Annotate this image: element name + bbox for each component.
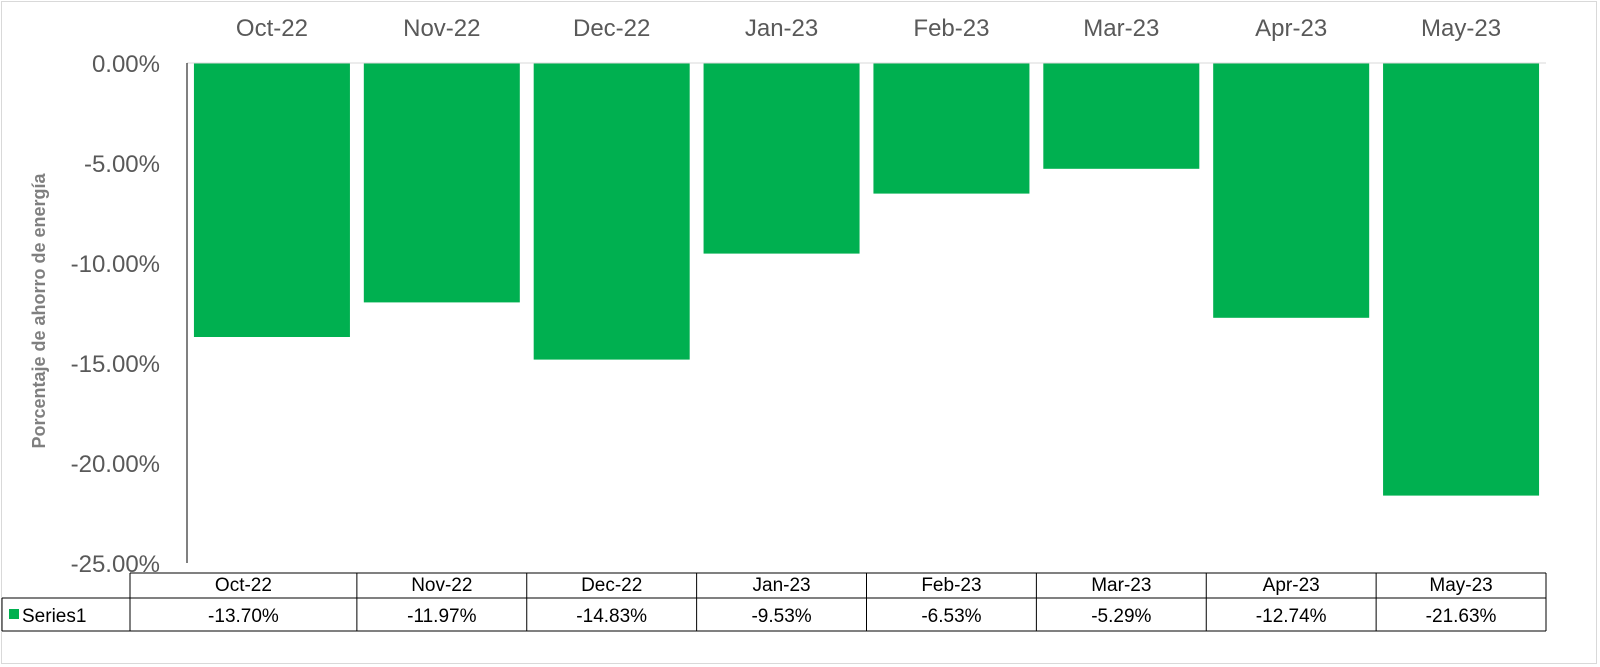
table-header-cell: May-23	[1429, 575, 1492, 596]
data-table: Oct-22 Nov-22 Dec-22 Jan-23 Feb-23 Mar-23 Apr-…	[1, 572, 1547, 632]
table-value-cell: -13.70%	[208, 606, 279, 627]
bar-jan-23	[703, 63, 860, 254]
bar-mar-23	[1043, 63, 1200, 169]
table-header-cell: Feb-23	[921, 575, 981, 596]
y-axis-title-group: Porcentaje de ahorro de energía	[29, 172, 49, 448]
bar-oct-22	[193, 63, 350, 337]
bar-dec-22	[533, 63, 690, 360]
y-axis-title: Porcentaje de ahorro de energía	[29, 172, 49, 448]
category-label: Mar-23	[1083, 15, 1159, 42]
y-tick-label: -15.00%	[71, 351, 160, 378]
y-tick-label: -10.00%	[71, 251, 160, 278]
y-axis-ticks: 0.00% -5.00% -10.00% -15.00% -20.00% -25.00%	[71, 51, 160, 578]
table-value-cell: -21.63%	[1426, 606, 1497, 627]
table-header-cell: Apr-23	[1263, 575, 1320, 596]
y-tick-label: -20.00%	[71, 451, 160, 478]
table-header-cell: Dec-22	[581, 575, 642, 596]
table-value-cell: -6.53%	[921, 606, 981, 627]
category-label: Jan-23	[745, 15, 818, 42]
category-label: Dec-22	[573, 15, 650, 42]
legend-key	[9, 609, 19, 619]
table-value-cell: -11.97%	[407, 606, 476, 627]
bar-apr-23	[1213, 63, 1370, 318]
y-tick-label: -25.00%	[71, 551, 160, 578]
category-label: Feb-23	[913, 15, 989, 42]
y-tick-label: -5.00%	[84, 151, 160, 178]
category-label: Oct-22	[236, 15, 308, 42]
table-header-cell: Jan-23	[753, 575, 811, 596]
category-label: Nov-22	[403, 15, 480, 42]
table-value-cell: -14.83%	[576, 606, 647, 627]
table-value-cell: -12.74%	[1256, 606, 1327, 627]
bars	[193, 63, 1540, 496]
table-header-cell: Mar-23	[1091, 575, 1151, 596]
axes	[186, 62, 1546, 563]
table-header-cell: Nov-22	[411, 575, 472, 596]
y-tick-label: 0.00%	[92, 51, 160, 78]
bar-nov-22	[363, 63, 520, 303]
category-labels: Oct-22 Nov-22 Dec-22 Jan-23 Feb-23 Mar-23 Apr-…	[236, 15, 1501, 42]
series-name: Series1	[22, 606, 86, 627]
table-value-cell: -5.29%	[1091, 606, 1151, 627]
category-label: Apr-23	[1255, 15, 1327, 42]
table-value-cell: -9.53%	[751, 606, 811, 627]
bar-feb-23	[873, 63, 1030, 194]
category-label: May-23	[1421, 15, 1501, 42]
bar-may-23	[1383, 63, 1540, 496]
table-header-cell: Oct-22	[215, 575, 272, 596]
